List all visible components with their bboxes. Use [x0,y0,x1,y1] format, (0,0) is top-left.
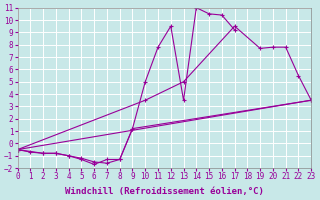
X-axis label: Windchill (Refroidissement éolien,°C): Windchill (Refroidissement éolien,°C) [65,187,264,196]
